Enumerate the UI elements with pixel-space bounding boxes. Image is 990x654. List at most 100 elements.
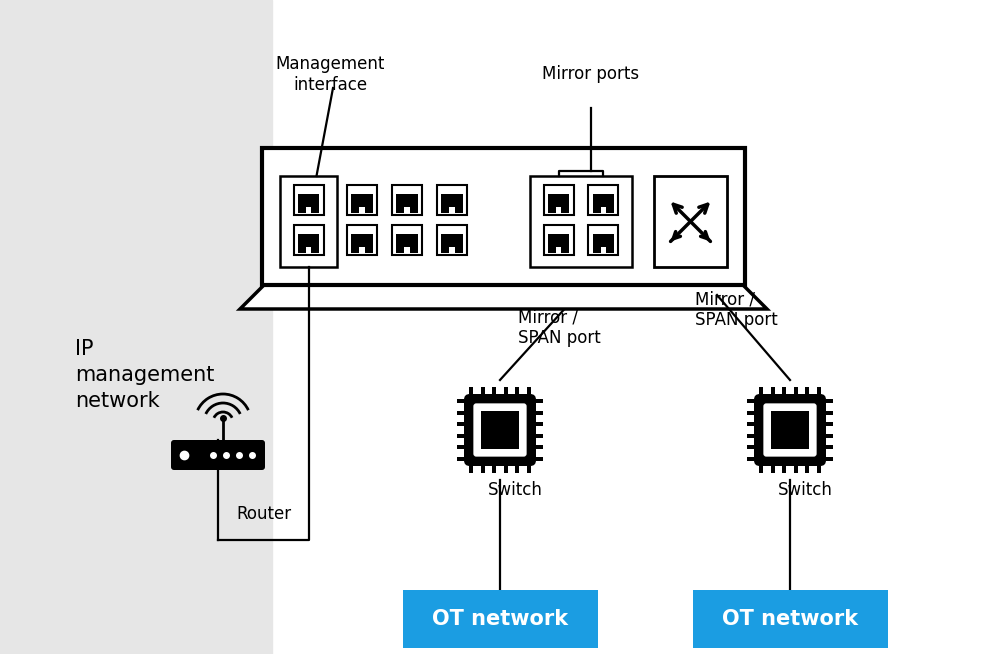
Bar <box>442 194 462 213</box>
Bar <box>536 411 544 415</box>
Text: OT network: OT network <box>722 609 858 629</box>
Bar <box>593 194 614 213</box>
Bar <box>492 387 496 394</box>
Bar <box>504 466 508 473</box>
FancyBboxPatch shape <box>754 394 826 466</box>
Polygon shape <box>240 285 767 309</box>
Bar <box>817 466 821 473</box>
FancyBboxPatch shape <box>293 225 324 255</box>
FancyBboxPatch shape <box>588 185 619 215</box>
Bar <box>456 445 464 449</box>
Bar <box>0 0 272 654</box>
Bar <box>536 445 544 449</box>
Text: Switch: Switch <box>488 481 543 499</box>
Bar <box>759 387 763 394</box>
Text: Mirror /
SPAN port: Mirror / SPAN port <box>695 290 778 330</box>
Bar <box>396 234 418 252</box>
Bar <box>746 411 754 415</box>
Text: Mirror /
SPAN port: Mirror / SPAN port <box>518 309 601 347</box>
Bar <box>536 434 544 438</box>
Bar <box>504 387 508 394</box>
FancyBboxPatch shape <box>280 176 337 267</box>
Bar <box>692 590 887 648</box>
Bar <box>351 234 373 252</box>
Bar <box>555 247 561 252</box>
Text: Management
interface: Management interface <box>275 55 385 94</box>
FancyBboxPatch shape <box>588 225 619 255</box>
Bar <box>817 387 821 394</box>
Bar <box>359 247 364 252</box>
Bar <box>403 590 598 648</box>
Bar <box>826 445 834 449</box>
Bar <box>516 387 520 394</box>
Bar <box>794 466 798 473</box>
FancyBboxPatch shape <box>392 225 422 255</box>
Bar <box>805 466 809 473</box>
Bar <box>469 387 473 394</box>
Text: Router: Router <box>236 505 291 523</box>
Bar <box>442 234 462 252</box>
Bar <box>826 411 834 415</box>
Bar <box>601 207 606 213</box>
Bar <box>759 466 763 473</box>
Bar <box>492 466 496 473</box>
Bar <box>746 399 754 403</box>
FancyBboxPatch shape <box>544 225 573 255</box>
Bar <box>536 422 544 426</box>
FancyBboxPatch shape <box>473 404 527 456</box>
Bar <box>449 247 454 252</box>
FancyBboxPatch shape <box>530 176 632 267</box>
Text: IP
management
network: IP management network <box>75 339 215 411</box>
Bar <box>826 457 834 461</box>
Bar <box>456 399 464 403</box>
Bar <box>771 466 775 473</box>
FancyBboxPatch shape <box>262 148 745 285</box>
Bar <box>306 207 311 213</box>
Bar <box>746 445 754 449</box>
Bar <box>404 207 410 213</box>
FancyBboxPatch shape <box>544 185 573 215</box>
Bar <box>826 422 834 426</box>
Bar <box>746 434 754 438</box>
Bar <box>481 387 485 394</box>
Bar <box>456 422 464 426</box>
Bar <box>516 466 520 473</box>
FancyBboxPatch shape <box>171 440 265 470</box>
Bar <box>404 247 410 252</box>
Bar <box>593 234 614 252</box>
FancyBboxPatch shape <box>763 404 817 456</box>
Bar <box>746 457 754 461</box>
Bar <box>456 434 464 438</box>
Bar <box>782 466 786 473</box>
FancyBboxPatch shape <box>347 185 377 215</box>
Bar <box>826 399 834 403</box>
Text: OT network: OT network <box>432 609 568 629</box>
FancyBboxPatch shape <box>437 185 467 215</box>
FancyBboxPatch shape <box>654 176 727 267</box>
Bar <box>298 194 320 213</box>
FancyBboxPatch shape <box>464 394 536 466</box>
Bar <box>536 399 544 403</box>
Bar <box>746 422 754 426</box>
Bar <box>547 234 569 252</box>
Bar <box>527 466 531 473</box>
Bar <box>481 411 519 449</box>
Bar <box>771 411 809 449</box>
Bar <box>794 387 798 394</box>
Bar <box>449 207 454 213</box>
Bar <box>456 457 464 461</box>
Bar <box>805 387 809 394</box>
Bar <box>782 387 786 394</box>
Bar <box>555 207 561 213</box>
Text: Switch: Switch <box>778 481 833 499</box>
Bar <box>536 457 544 461</box>
Bar <box>456 411 464 415</box>
Bar <box>771 387 775 394</box>
Bar <box>359 207 364 213</box>
FancyBboxPatch shape <box>347 225 377 255</box>
FancyBboxPatch shape <box>437 225 467 255</box>
Bar <box>826 434 834 438</box>
FancyBboxPatch shape <box>392 185 422 215</box>
Bar <box>351 194 373 213</box>
Bar <box>396 194 418 213</box>
